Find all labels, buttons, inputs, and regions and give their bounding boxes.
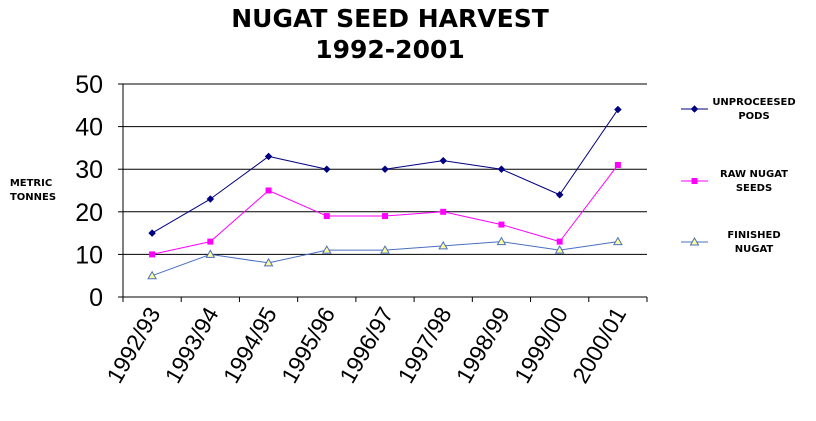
series-2-point bbox=[147, 270, 157, 280]
series-0-segment bbox=[268, 155, 327, 170]
x-tick-label: 1992/93 bbox=[101, 303, 165, 388]
legend-marker-0 bbox=[690, 105, 699, 113]
x-tick-label: 1994/95 bbox=[218, 303, 282, 388]
series-2-point bbox=[613, 236, 623, 246]
y-tick-label: 50 bbox=[75, 71, 103, 99]
series-0-segment bbox=[151, 198, 211, 234]
series-0-segment bbox=[210, 156, 269, 200]
series-0-segment bbox=[501, 168, 560, 196]
series-1-segment bbox=[384, 211, 444, 217]
chart-title: NUGAT SEED HARVEST 1992-2001 bbox=[231, 4, 549, 64]
series-1-point bbox=[556, 238, 563, 245]
series-1-point bbox=[323, 213, 330, 220]
series-group bbox=[147, 105, 623, 280]
y-axis-label-line-2: TONNES bbox=[10, 192, 56, 203]
legend-entry-2: FINISHED NUGAT bbox=[681, 230, 781, 255]
series-1-point bbox=[614, 161, 621, 168]
x-tick-label: 1998/99 bbox=[451, 303, 515, 388]
y-axis-label: METRIC TONNES bbox=[10, 178, 56, 203]
series-1-point bbox=[498, 221, 505, 228]
series-2-segment bbox=[559, 241, 618, 251]
series-2-point bbox=[438, 240, 449, 250]
series-1-segment bbox=[210, 190, 269, 242]
series-2-point bbox=[554, 245, 565, 254]
series-0-segment bbox=[384, 160, 444, 170]
y-tick-label: 0 bbox=[89, 284, 103, 312]
series-2 bbox=[147, 236, 623, 280]
series-1-point bbox=[149, 251, 156, 258]
series-2-point bbox=[263, 257, 274, 267]
y-tick-label: 40 bbox=[75, 114, 103, 142]
series-0-segment bbox=[443, 160, 502, 170]
series-0-point bbox=[264, 152, 273, 161]
series-2-point bbox=[496, 236, 507, 246]
series-2-segment bbox=[268, 249, 327, 264]
legend-label-1: SEEDS bbox=[736, 183, 772, 194]
chart-title-line-1: NUGAT SEED HARVEST bbox=[231, 4, 549, 33]
legend: UNPROCEESED PODS RAW NUGAT SEEDS FINISHED NUG… bbox=[681, 97, 796, 255]
x-tick-label: 1996/97 bbox=[334, 303, 398, 388]
series-1-segment bbox=[268, 190, 327, 217]
x-tick-label: 1995/96 bbox=[276, 303, 340, 388]
series-1-segment bbox=[152, 241, 211, 255]
legend-label-1: RAW NUGAT bbox=[720, 169, 788, 180]
legend-label-2: FINISHED bbox=[727, 230, 780, 241]
x-tick-label: 1999/00 bbox=[509, 303, 573, 388]
series-1-point bbox=[265, 187, 272, 194]
x-tick-labels: 1992/931993/941994/951995/961996/971997/… bbox=[101, 302, 631, 387]
series-2-segment bbox=[384, 245, 444, 251]
series-2-segment bbox=[501, 241, 560, 251]
series-0-point bbox=[148, 229, 156, 237]
chart-title-line-2: 1992-2001 bbox=[315, 35, 465, 64]
series-0-segment bbox=[559, 109, 619, 196]
x-tick-label: 2000/01 bbox=[567, 303, 631, 388]
series-1-segment bbox=[501, 224, 560, 243]
y-tick-label: 30 bbox=[75, 156, 103, 184]
series-1-point bbox=[440, 208, 447, 215]
legend-marker-2 bbox=[689, 236, 700, 246]
series-2-segment bbox=[210, 253, 269, 264]
series-0-point bbox=[206, 195, 215, 203]
legend-label-0: PODS bbox=[738, 111, 769, 122]
series-0-point bbox=[439, 156, 448, 165]
series-1-segment bbox=[559, 164, 619, 242]
series-0 bbox=[148, 105, 622, 237]
series-0-point bbox=[381, 165, 389, 174]
legend-entry-1: RAW NUGAT SEEDS bbox=[681, 169, 788, 194]
series-2-point bbox=[380, 245, 390, 254]
legend-label-0: UNPROCEESED bbox=[712, 97, 795, 108]
legend-marker-1 bbox=[691, 178, 698, 184]
series-0-point bbox=[614, 105, 622, 114]
y-tick-labels: 0 10 20 30 40 50 bbox=[75, 71, 103, 312]
x-tick-label: 1997/98 bbox=[392, 303, 456, 388]
series-0-point bbox=[322, 165, 331, 174]
series-0-point bbox=[497, 165, 506, 174]
series-2-segment bbox=[151, 253, 211, 277]
legend-label-2: NUGAT bbox=[735, 244, 774, 255]
y-axis-label-line-1: METRIC bbox=[10, 178, 52, 189]
series-2-segment bbox=[443, 241, 502, 247]
legend-entry-0: UNPROCEESED PODS bbox=[681, 97, 796, 122]
x-tick-label: 1993/94 bbox=[160, 302, 224, 387]
series-1-segment bbox=[443, 211, 502, 226]
axes bbox=[118, 83, 648, 302]
series-2-point bbox=[321, 245, 332, 254]
series-1-point bbox=[207, 238, 214, 245]
y-tick-label: 20 bbox=[75, 199, 103, 227]
series-1 bbox=[149, 161, 621, 258]
y-tick-label: 10 bbox=[75, 241, 103, 269]
series-0-point bbox=[555, 190, 564, 199]
series-2-point bbox=[205, 249, 216, 258]
series-1-point bbox=[382, 213, 388, 220]
